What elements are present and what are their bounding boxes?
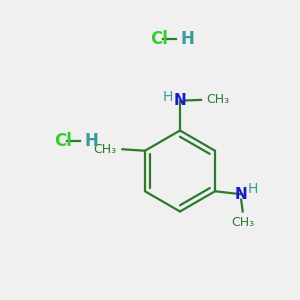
Text: CH₃: CH₃ <box>231 216 254 229</box>
Text: N: N <box>174 93 186 108</box>
Text: Cl: Cl <box>150 30 168 48</box>
Text: N: N <box>235 187 247 202</box>
Text: H: H <box>248 182 258 196</box>
Text: Cl: Cl <box>54 132 72 150</box>
Text: CH₃: CH₃ <box>206 93 229 106</box>
Text: H: H <box>162 90 172 104</box>
Text: H: H <box>181 30 194 48</box>
Text: H: H <box>85 132 98 150</box>
Text: CH₃: CH₃ <box>93 143 116 156</box>
